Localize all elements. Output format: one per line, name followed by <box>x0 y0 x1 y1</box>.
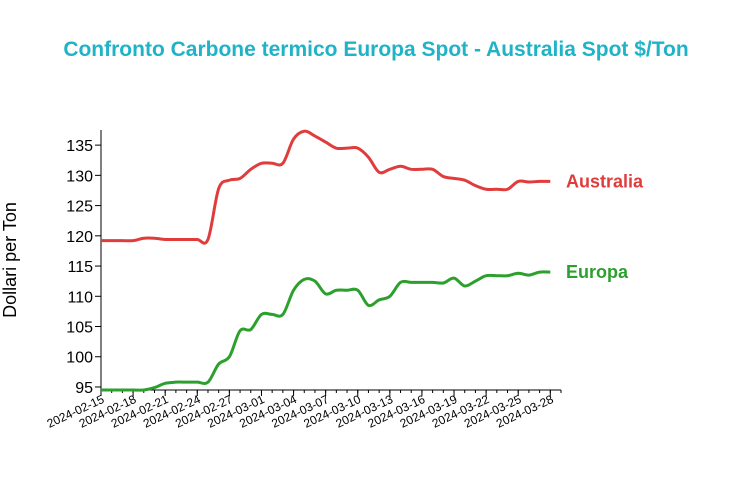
y-tick-label: 115 <box>67 259 93 276</box>
chart-title: Confronto Carbone termico Europa Spot - … <box>63 38 689 61</box>
series-line-australia <box>101 129 551 245</box>
y-tick-label: 110 <box>67 289 93 306</box>
y-tick-label: 120 <box>66 229 93 246</box>
series-label-australia: Australia <box>566 171 644 191</box>
y-tick-label: 100 <box>66 350 93 367</box>
y-tick-label: 130 <box>66 168 93 185</box>
y-tick-label: 135 <box>66 138 93 155</box>
series-label-europa: Europa <box>566 262 629 282</box>
y-tick-label: 105 <box>66 320 93 337</box>
y-axis: 95 100 105 110 115 120 125 130 135 <box>66 130 102 397</box>
y-tick-label: 95 <box>75 380 93 397</box>
series-layer: Australia Europa <box>101 129 644 392</box>
y-tick-label: 125 <box>66 199 93 216</box>
x-axis: 2024-02-152024-02-182024-02-212024-02-24… <box>45 389 562 431</box>
series-line-europa <box>101 270 551 392</box>
y-axis-title: Dollari per Ton <box>0 202 20 318</box>
